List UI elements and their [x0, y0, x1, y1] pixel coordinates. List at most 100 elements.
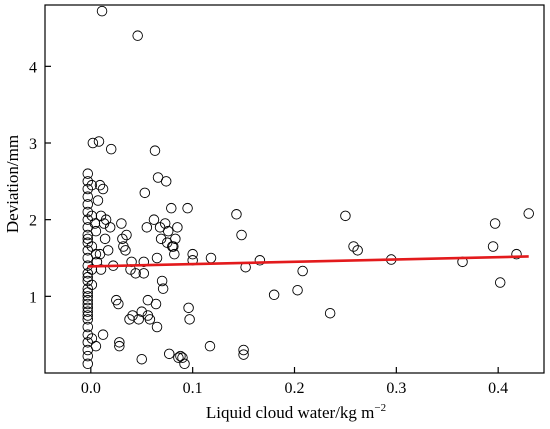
data-point — [187, 248, 198, 260]
points-layer — [82, 5, 534, 370]
data-point — [254, 255, 266, 266]
fit-line-layer — [87, 255, 529, 268]
data-point — [352, 245, 363, 256]
data-point — [162, 225, 174, 237]
data-point — [182, 202, 193, 214]
data-point — [90, 225, 102, 237]
data-point — [82, 321, 94, 333]
data-point — [179, 358, 190, 370]
data-point — [150, 298, 162, 310]
data-point — [82, 314, 94, 325]
data-point — [82, 176, 94, 187]
data-point — [494, 277, 506, 288]
data-point — [97, 183, 109, 195]
data-point — [166, 202, 177, 214]
data-point — [114, 337, 125, 348]
data-point — [82, 306, 94, 317]
ticks-layer: 0.0 0.1 0.2 0.3 0.4 1 2 3 4 — [29, 59, 508, 397]
data-point — [121, 229, 132, 241]
data-point — [138, 268, 150, 279]
data-point — [102, 245, 114, 256]
x-axis-title: Liquid cloud water/kg m−2 — [206, 402, 386, 422]
data-point — [92, 195, 104, 206]
data-point — [90, 248, 102, 260]
data-point — [86, 210, 98, 222]
data-point — [138, 256, 150, 268]
data-point — [173, 352, 184, 363]
data-point — [86, 179, 98, 191]
data-point — [82, 358, 94, 370]
data-point — [238, 349, 249, 360]
y-tick-label: 4 — [29, 59, 37, 76]
data-point — [96, 5, 108, 17]
data-point — [82, 291, 94, 302]
data-point — [170, 233, 181, 245]
data-point — [93, 136, 105, 147]
data-point — [487, 241, 499, 252]
x-tick-label: 0.2 — [285, 380, 305, 397]
data-point — [297, 265, 308, 277]
data-point — [160, 176, 172, 187]
data-point — [82, 168, 94, 179]
data-point — [169, 248, 180, 260]
data-point — [151, 252, 163, 264]
data-point — [95, 264, 107, 275]
plot-frame — [44, 4, 545, 374]
x-axis-title-superscript: −2 — [374, 402, 386, 414]
data-point — [156, 275, 168, 287]
data-point — [82, 214, 94, 225]
data-point — [184, 314, 195, 325]
data-point — [117, 233, 128, 245]
data-point — [144, 314, 156, 325]
data-point — [236, 229, 247, 241]
data-point — [113, 298, 124, 310]
data-point — [82, 294, 94, 306]
data-point — [177, 352, 188, 363]
data-point — [82, 199, 94, 210]
data-point — [139, 187, 151, 199]
data-point — [136, 306, 147, 317]
y-tick-label: 3 — [29, 136, 37, 153]
data-point — [90, 340, 102, 352]
data-point — [82, 350, 94, 362]
x-tick-label: 0.0 — [81, 380, 101, 397]
data-point — [324, 307, 336, 319]
data-point — [133, 314, 144, 325]
data-point — [511, 248, 522, 260]
data-point — [82, 237, 94, 248]
data-point — [97, 329, 109, 340]
data-point — [116, 218, 127, 229]
data-point — [82, 302, 94, 314]
data-point — [82, 329, 94, 340]
data-point — [163, 348, 175, 360]
data-point — [148, 214, 160, 225]
data-point — [104, 222, 116, 233]
data-point — [136, 353, 147, 365]
data-point — [114, 340, 125, 352]
data-point — [99, 233, 111, 245]
data-point — [489, 218, 501, 229]
data-point — [523, 208, 534, 219]
data-point — [238, 344, 249, 356]
y-tick-label: 1 — [29, 289, 37, 306]
data-point — [168, 241, 179, 252]
data-point — [159, 218, 171, 229]
data-point — [82, 310, 94, 321]
data-point — [82, 183, 94, 195]
y-axis-title: Deviation/mm — [3, 135, 22, 233]
data-point — [292, 284, 303, 296]
plot-area — [44, 4, 545, 374]
data-point — [82, 191, 94, 202]
data-point — [340, 210, 351, 222]
data-point — [94, 179, 106, 191]
data-point — [141, 222, 153, 233]
data-point — [204, 340, 216, 352]
data-point — [231, 209, 242, 220]
data-point — [82, 275, 94, 287]
data-point — [127, 310, 138, 321]
data-point — [268, 289, 280, 301]
data-point — [82, 268, 94, 279]
fit-line — [87, 255, 529, 268]
data-point — [205, 252, 217, 264]
